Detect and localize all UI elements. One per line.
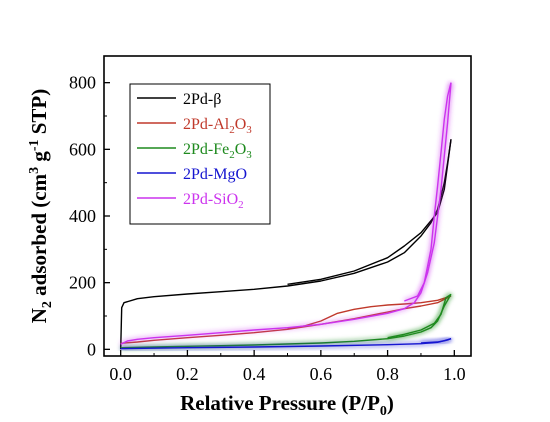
legend-item-3: 2Pd-MgO <box>137 166 247 183</box>
y-tick-label: 800 <box>69 73 96 93</box>
series-3 <box>120 336 452 351</box>
series-4-adsorption-line <box>120 82 452 345</box>
series-4 <box>119 82 454 347</box>
series-4-desorption-line <box>404 82 452 302</box>
series-layer <box>119 82 454 351</box>
legend-item-1: 2Pd-Al2O3 <box>137 116 252 136</box>
y-tick-label: 200 <box>69 273 96 293</box>
legend-label-2: 2Pd-Fe2O3 <box>183 141 252 161</box>
series-3-desorption-line <box>420 338 452 344</box>
legend-item-2: 2Pd-Fe2O3 <box>137 141 252 161</box>
legend-label-1: 2Pd-Al2O3 <box>183 116 252 136</box>
x-axis-title: Relative Pressure (P/P0) <box>180 391 394 419</box>
legend: 2Pd-β 2Pd-Al2O3 2Pd-Fe2O3 2Pd-MgO 2Pd-Si… <box>129 83 271 225</box>
legend-label-3: 2Pd-MgO <box>183 166 247 183</box>
y-tick-label: 600 <box>69 139 96 159</box>
y-tick-label: 0 <box>87 339 96 359</box>
series-2-desorption-line <box>387 293 452 339</box>
legend-frame <box>129 83 271 225</box>
x-tick-label: 1.0 <box>443 364 466 384</box>
x-tick-label: 0.6 <box>310 364 333 384</box>
y-axis-title: N2 adsorbed (cm3 g-1 STP) <box>27 89 55 324</box>
x-tick-label: 0.8 <box>376 364 399 384</box>
x-tick-label: 0.0 <box>109 364 132 384</box>
legend-item-0: 2Pd-β <box>137 91 221 108</box>
legend-label-0: 2Pd-β <box>183 91 221 108</box>
x-tick-label: 0.2 <box>176 364 199 384</box>
y-tick-label: 400 <box>69 206 96 226</box>
legend-item-4: 2Pd-SiO2 <box>137 191 244 211</box>
x-tick-label: 0.4 <box>243 364 266 384</box>
axis-layer: 0.0 0.2 0.4 0.6 0.8 1.0 0 200 400 600 800 <box>69 73 466 384</box>
legend-label-4: 2Pd-SiO2 <box>183 191 244 211</box>
